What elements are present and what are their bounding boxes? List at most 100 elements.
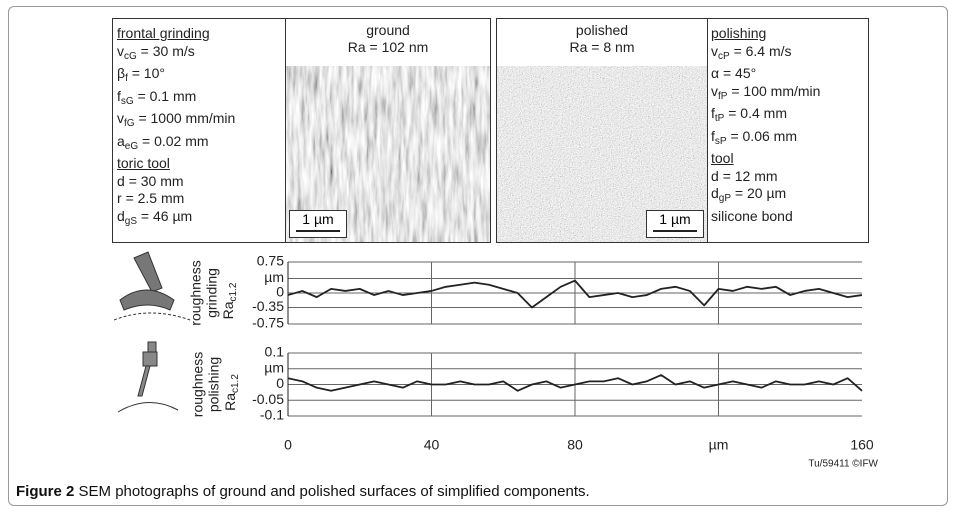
x-tick-label: 40	[424, 437, 440, 453]
param-heading: tool	[711, 150, 734, 166]
profile-line	[287, 279, 863, 309]
param-value: = 45°	[722, 65, 757, 81]
caption-text: SEM photographs of ground and polished s…	[78, 483, 590, 500]
x-tick-label: 0	[284, 437, 292, 453]
param-value: = 30 mm	[128, 172, 184, 189]
ground-image: ground Ra = 102 nm 1 µm	[285, 18, 491, 243]
param-symbol: v	[117, 42, 124, 59]
param-line: silicone bond	[711, 208, 864, 226]
image-ra: Ra = 8 nm	[569, 39, 635, 55]
param-subscript: tP	[714, 113, 725, 124]
scale-bar: 1 µm	[646, 210, 704, 238]
y-axis-label: roughness polishing Rac1.2	[190, 352, 241, 417]
figure-frame	[8, 6, 948, 506]
y-label-line: roughness	[190, 352, 206, 417]
profile-line	[287, 374, 863, 392]
x-tick-label: µm	[709, 437, 729, 453]
param-subscript: cP	[718, 50, 730, 62]
y-tick-label: -0.1	[260, 407, 284, 423]
y-tick-label: -0.35	[252, 298, 284, 314]
y-label-symbol: Rac1.2	[220, 282, 239, 319]
x-tick-label: 80	[567, 437, 583, 453]
param-value: = 100 mm/min	[731, 82, 821, 99]
image-ra: Ra = 102 nm	[347, 39, 429, 55]
param-symbol: β	[117, 65, 126, 81]
param-value: = 6.4 m/s	[733, 42, 792, 59]
param-line: aeG = 0.02 mm	[117, 133, 281, 156]
param-symbol: f	[711, 105, 715, 121]
y-label-subscript: c1.2	[230, 374, 241, 393]
param-subscript: fG	[124, 118, 135, 129]
param-line: α = 45°	[711, 65, 864, 83]
param-line: r = 2.5 mm	[117, 190, 281, 208]
caption: Figure 2 SEM photographs of ground and p…	[16, 483, 590, 500]
param-line: vcP = 6.4 m/s	[711, 43, 864, 66]
param-symbol: α	[711, 65, 720, 81]
param-line: vfP = 100 mm/min	[711, 83, 864, 106]
param-value: = 46 µm	[140, 207, 193, 224]
param-heading: polishing	[711, 25, 767, 41]
param-value: = 0.02 mm	[142, 132, 209, 149]
y-tick-label: µm	[264, 269, 284, 285]
param-symbol: a	[117, 132, 125, 149]
param-symbol: r	[117, 190, 122, 206]
polishing-tool-icon	[117, 341, 179, 413]
param-symbol: v	[711, 82, 718, 99]
y-tick-label: 0.75	[257, 253, 284, 269]
param-line: frontal grinding	[117, 25, 281, 43]
y-tick-label: -0.75	[252, 315, 284, 331]
param-line: toric tool	[117, 155, 281, 173]
grinding-parameters: frontal grinding vcG = 30 m/s βf = 10° fsG …	[112, 18, 286, 243]
param-symbol: v	[711, 42, 718, 59]
y-label-symbol-text: Ra	[220, 301, 236, 319]
param-subscript: sP	[714, 135, 727, 147]
param-line: fsP = 0.06 mm	[711, 128, 864, 151]
param-line: vcG = 30 m/s	[117, 43, 281, 66]
param-subscript: eG	[124, 140, 139, 152]
param-line: d = 12 mm	[711, 168, 864, 186]
y-label-line: grinding	[204, 268, 220, 318]
image-title: polished	[575, 22, 629, 38]
param-value: = 2.5 mm	[125, 190, 185, 206]
param-value: = 0.06 mm	[730, 127, 797, 144]
polished-image: polished Ra = 8 nm 1 µm	[496, 18, 708, 243]
polishing-parameters: polishing vcP = 6.4 m/s α = 45° vfP = 100 m…	[707, 18, 869, 243]
scale-label: 1 µm	[302, 211, 334, 227]
image-title: ground	[366, 22, 410, 38]
param-value: silicone bond	[711, 207, 793, 224]
param-value: = 30 m/s	[140, 42, 195, 59]
param-subscript: sG	[120, 95, 134, 107]
param-line: dgS = 46 µm	[117, 208, 281, 231]
credit: Tu/59411 ©IFW	[808, 459, 878, 470]
param-heading: frontal grinding	[117, 25, 210, 41]
param-value: = 0.1 mm	[137, 87, 197, 104]
y-label-subscript: c1.2	[228, 282, 239, 301]
param-symbol: d	[117, 207, 125, 224]
scale-label: 1 µm	[659, 211, 691, 227]
param-line: tool	[711, 150, 864, 168]
x-tick-label: 160	[850, 437, 874, 453]
param-value: = 10°	[131, 65, 165, 81]
param-subscript: gP	[718, 193, 732, 204]
y-label-symbol: Rac1.2	[222, 374, 241, 411]
param-line: polishing	[711, 25, 864, 43]
y-tick-label: 0.1	[265, 344, 285, 360]
param-subscript: cG	[124, 50, 137, 62]
param-line: fsG = 0.1 mm	[117, 88, 281, 111]
y-tick-label: 0	[276, 375, 284, 391]
param-line: dgP = 20 µm	[711, 185, 864, 208]
param-symbol: f	[711, 127, 715, 144]
param-symbol: d	[711, 185, 719, 201]
caption-label: Figure 2	[16, 483, 75, 500]
y-label-line: roughness	[188, 260, 204, 325]
param-value: = 1000 mm/min	[138, 110, 236, 126]
param-line: d = 30 mm	[117, 173, 281, 191]
param-symbol: d	[711, 167, 719, 184]
param-value: = 0.4 mm	[728, 105, 787, 121]
param-symbol: f	[117, 87, 121, 104]
y-label-line: polishing	[206, 357, 222, 412]
y-axis-label: roughness grinding Rac1.2	[188, 260, 239, 325]
param-subscript: gS	[124, 215, 138, 227]
param-heading: toric tool	[117, 155, 170, 171]
param-subscript: fP	[718, 90, 728, 102]
